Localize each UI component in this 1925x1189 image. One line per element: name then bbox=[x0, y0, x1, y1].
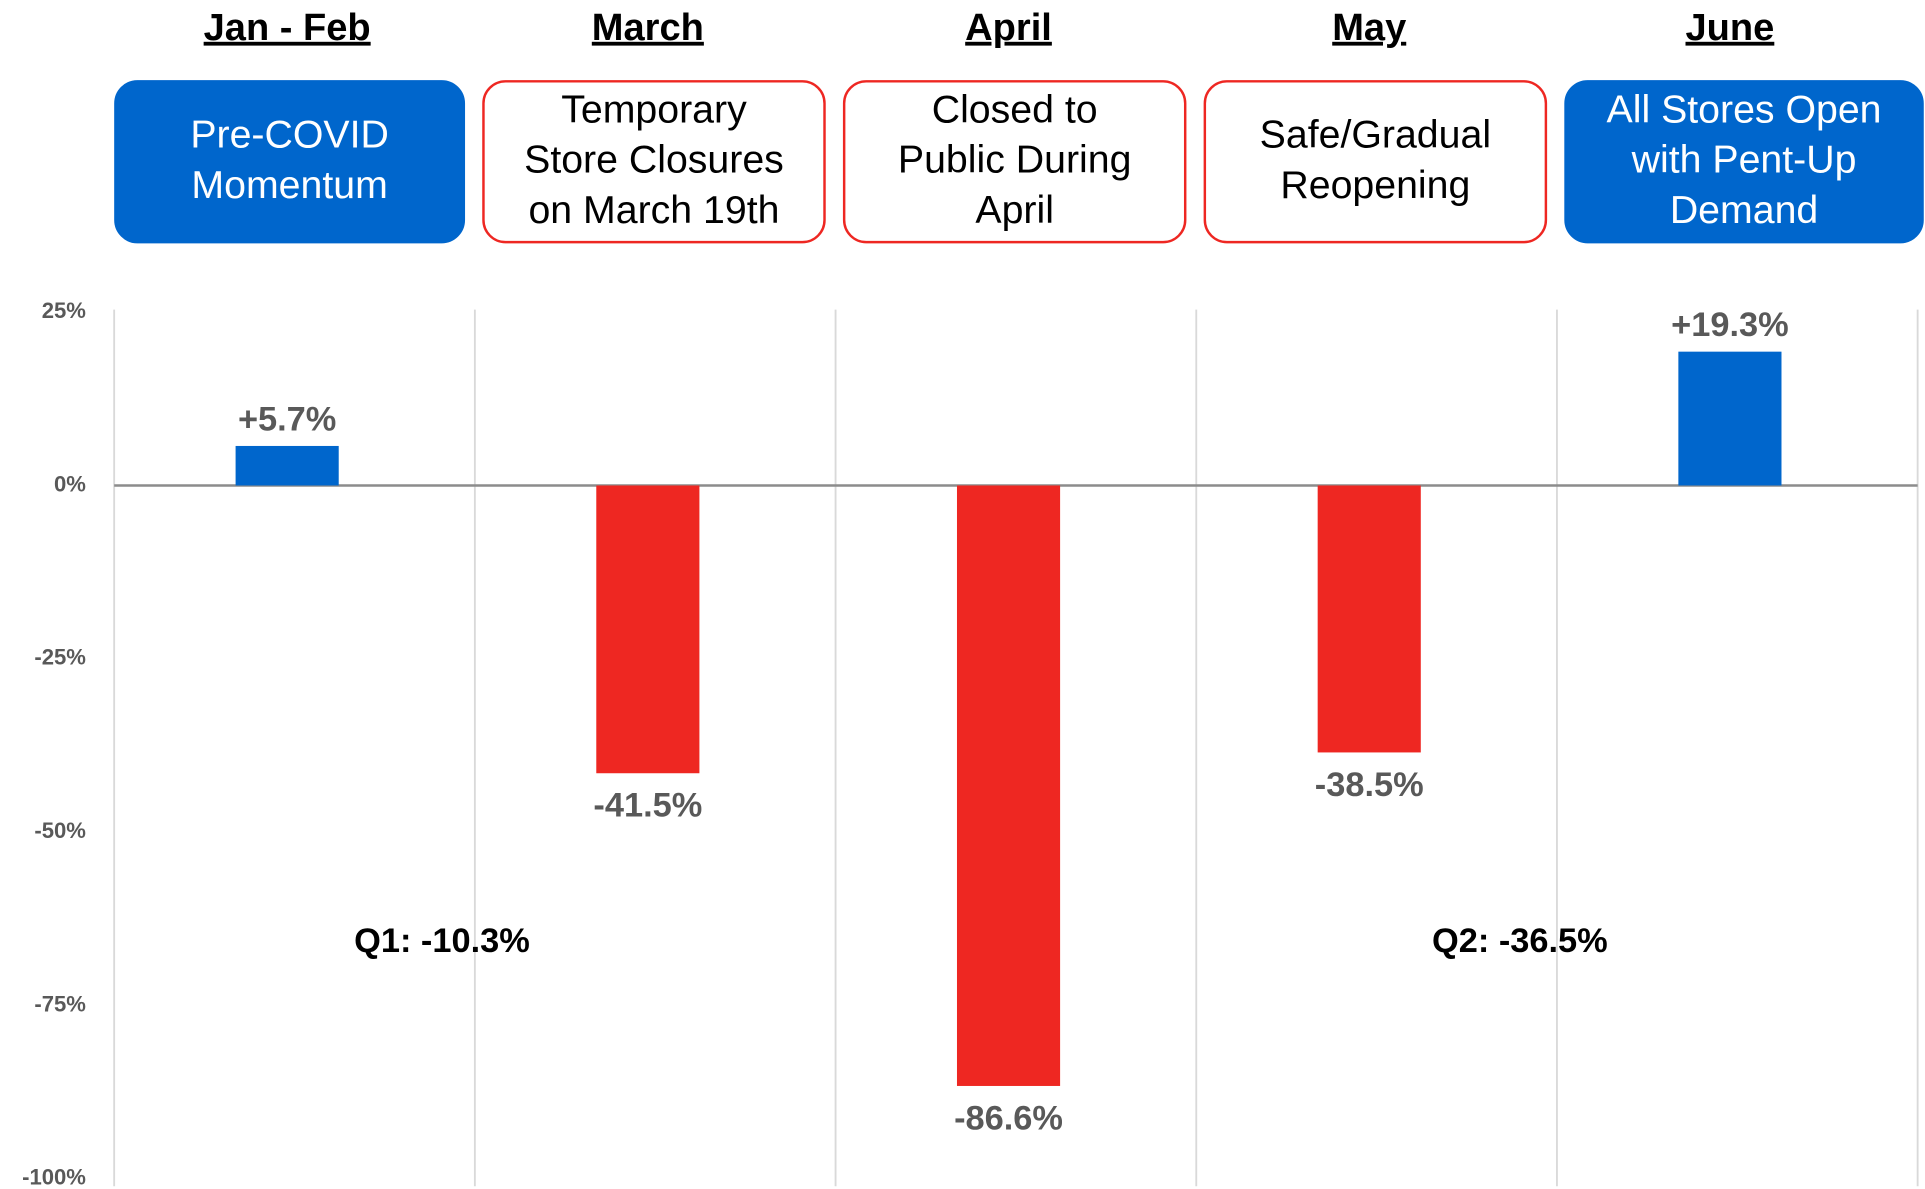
value-label: -41.5% bbox=[593, 787, 702, 825]
stage-text: Safe/Gradual bbox=[1260, 113, 1491, 157]
category-header: March bbox=[592, 7, 704, 49]
annotation: Q1: -10.3% bbox=[354, 922, 530, 960]
bar bbox=[956, 485, 1061, 1086]
stage-box bbox=[842, 80, 1187, 244]
y-tick-label: -100% bbox=[22, 1165, 86, 1189]
stage-text: Closed to bbox=[932, 87, 1098, 131]
value-label: -38.5% bbox=[1315, 766, 1424, 804]
y-tick-label: -50% bbox=[34, 818, 86, 843]
stage-text: Temporary bbox=[561, 87, 747, 131]
y-tick-label: -25% bbox=[34, 645, 86, 670]
stage-text: Reopening bbox=[1280, 163, 1470, 207]
stage-text: Demand bbox=[1670, 188, 1818, 232]
category-header: June bbox=[1686, 7, 1775, 49]
value-label: +19.3% bbox=[1671, 306, 1789, 344]
annotation: Q2: -36.5% bbox=[1432, 922, 1608, 960]
stage-box bbox=[1203, 80, 1548, 244]
bar bbox=[1678, 351, 1782, 486]
stage-text: on March 19th bbox=[528, 188, 779, 232]
category-header: April bbox=[965, 7, 1052, 49]
stage-text: Momentum bbox=[191, 163, 387, 207]
bar bbox=[1317, 485, 1421, 753]
y-tick-label: 25% bbox=[42, 298, 87, 323]
category-header: May bbox=[1332, 7, 1406, 49]
category-header: Jan - Feb bbox=[204, 7, 371, 49]
stage-text: April bbox=[975, 188, 1054, 232]
bar bbox=[596, 485, 700, 774]
value-label: -86.6% bbox=[954, 1099, 1063, 1137]
stage-box bbox=[1564, 80, 1924, 244]
value-label: +5.7% bbox=[238, 400, 336, 438]
stage-box bbox=[114, 80, 466, 244]
stage-text: All Stores Open bbox=[1607, 87, 1882, 131]
y-tick-label: 0% bbox=[54, 471, 86, 496]
stage-text: Pre-COVID bbox=[190, 113, 389, 157]
y-tick-label: -75% bbox=[34, 991, 86, 1016]
stage-text: Public During bbox=[898, 138, 1132, 182]
bar bbox=[235, 445, 339, 486]
stage-text: with Pent-Up bbox=[1631, 138, 1857, 182]
stage-box bbox=[482, 80, 826, 244]
stage-text: Store Closures bbox=[524, 138, 784, 182]
